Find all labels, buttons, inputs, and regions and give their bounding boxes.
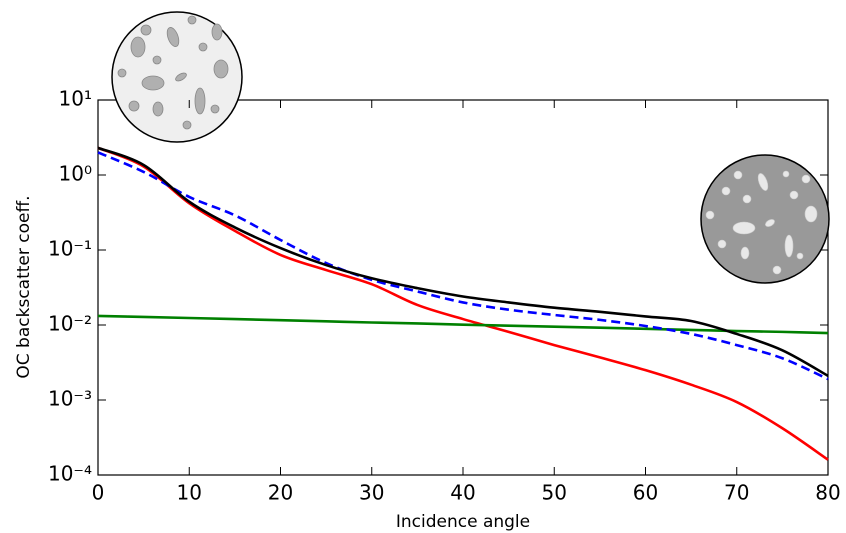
x-tick-label: 0 xyxy=(92,481,105,505)
data-line xyxy=(97,314,829,335)
x-tick-label: 60 xyxy=(633,481,658,505)
x-tick-label: 40 xyxy=(450,481,475,505)
y-tick-label: 10⁻⁴ xyxy=(48,462,92,486)
light-sphere-icon xyxy=(111,11,243,143)
y-tick-label: 10⁻¹ xyxy=(48,237,92,261)
y-tick-label: 10⁻³ xyxy=(48,387,92,411)
dark-sphere-icon xyxy=(700,154,830,284)
x-tick-label: 80 xyxy=(815,481,840,505)
data-line xyxy=(97,146,829,461)
y-axis-label: OC backscatter coeff. xyxy=(14,195,34,378)
x-tick-label: 30 xyxy=(359,481,384,505)
x-tick-label: 70 xyxy=(724,481,749,505)
data-line xyxy=(97,146,829,377)
x-tick-label: 20 xyxy=(268,481,293,505)
y-tick-label: 10⁻² xyxy=(48,312,92,336)
x-tick-label: 10 xyxy=(177,481,202,505)
plot-frame xyxy=(97,99,829,476)
x-tick-label: 50 xyxy=(542,481,567,505)
x-axis-label: Incidence angle xyxy=(396,512,530,532)
data-line xyxy=(97,151,829,381)
y-tick-label: 10⁰ xyxy=(59,162,92,186)
y-tick-label: 10¹ xyxy=(59,87,92,111)
plot-area xyxy=(97,146,829,461)
